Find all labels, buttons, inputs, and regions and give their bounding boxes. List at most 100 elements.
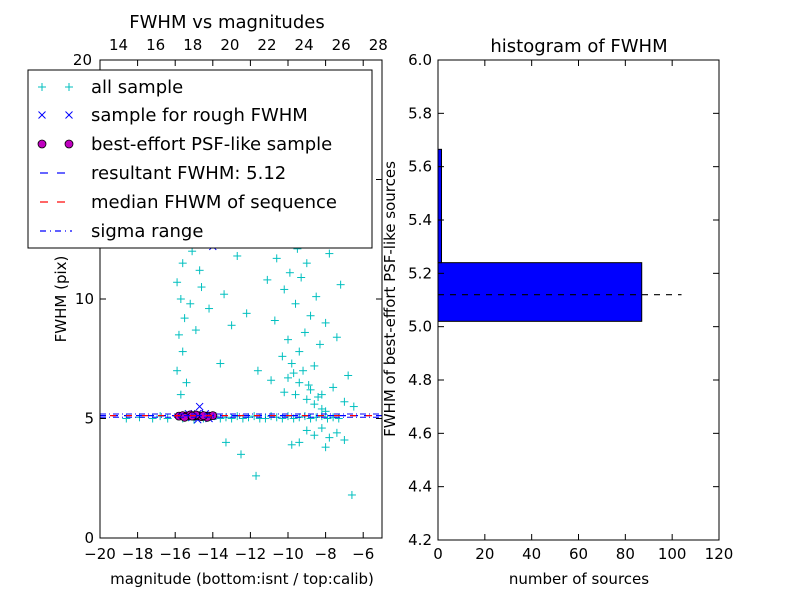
legend-label: median FHWM of sequence xyxy=(91,192,337,213)
legend-label: sample for rough FWHM xyxy=(91,105,308,126)
x-tick-label: 20 xyxy=(475,545,494,563)
scatter-point-plus xyxy=(284,335,292,344)
x-tick-label: −14 xyxy=(197,545,229,563)
scatter-point-plus xyxy=(323,414,332,423)
legend-entry: resultant FWHM: 5.12 xyxy=(40,163,286,184)
y-tick-label: 5.0 xyxy=(408,318,432,336)
scatter-point-plus xyxy=(188,247,197,256)
top-x-tick-label: 28 xyxy=(369,36,388,54)
scatter-point-plus xyxy=(242,309,251,318)
scatter-point-plus xyxy=(261,414,270,423)
legend-marker xyxy=(38,111,46,119)
legend-items: all sample sample for rough FWHM best-effo… xyxy=(37,77,337,242)
scatter-point-plus xyxy=(310,431,319,440)
scatter-point-plus xyxy=(186,299,195,308)
scatter-point-plus xyxy=(173,366,182,375)
scatter-point-plus xyxy=(176,390,185,399)
y-tick-label: 4.8 xyxy=(408,371,432,389)
histogram-bar xyxy=(437,262,643,322)
scatter-point-plus xyxy=(315,340,324,349)
scatter-point-plus xyxy=(291,299,300,308)
scatter-point-plus xyxy=(287,440,296,449)
scatter-point-plus xyxy=(325,433,334,442)
scatter-point-plus xyxy=(295,438,304,447)
y-tick-label: 10 xyxy=(75,290,94,308)
scatter-point-plus xyxy=(163,414,172,423)
y-tick-label: 5 xyxy=(84,410,94,428)
scatter-point-plus xyxy=(205,304,214,313)
scatter-point-plus xyxy=(227,414,236,423)
y-tick-label: 4.2 xyxy=(408,531,432,549)
scatter-point-plus xyxy=(176,295,185,303)
scatter-point-plus xyxy=(173,278,182,287)
scatter-point-plus xyxy=(221,438,230,447)
legend-label: best-effort PSF-like sample xyxy=(91,134,332,155)
scatter-point-plus xyxy=(306,385,315,394)
scatter-point-plus xyxy=(299,366,308,375)
scatter-x-axis-label: magnitude (bottom:isnt / top:calib) xyxy=(110,570,374,588)
y-tick-label: 0 xyxy=(84,529,94,547)
scatter-point-plus xyxy=(349,402,358,411)
x-tick-label: −8 xyxy=(315,545,337,563)
scatter-point-plus xyxy=(195,266,204,275)
scatter-point-plus xyxy=(332,428,341,437)
scatter-panel: −20 −18 −16 −14 −12 −10 −8 −6 14 16 18 20 22 24 26 28 0 5… xyxy=(27,12,388,588)
scatter-reference-lines xyxy=(100,413,382,418)
scatter-point-plus xyxy=(191,326,200,335)
x-tick-label: −10 xyxy=(272,545,304,563)
scatter-point-plus xyxy=(306,414,315,423)
x-tick-label: −6 xyxy=(352,545,374,563)
histogram-y-axis-label: FWHM of best-effort PSF-like sources xyxy=(381,161,399,437)
scatter-point-plus xyxy=(289,369,298,378)
scatter-point-plus xyxy=(174,330,183,339)
y-tick-label: 5.8 xyxy=(408,104,432,122)
legend-entry: median FHWM of sequence xyxy=(40,192,337,213)
top-x-tick-label: 22 xyxy=(257,36,276,54)
legend-box xyxy=(27,69,373,249)
legend-marker xyxy=(65,83,73,91)
scatter-point-plus xyxy=(302,395,311,404)
y-tick-label: 5.6 xyxy=(408,158,432,176)
scatter-point-x xyxy=(195,402,204,411)
top-x-tick-label: 14 xyxy=(109,36,128,54)
scatter-point-plus xyxy=(304,381,313,390)
y-tick-label: 4.4 xyxy=(408,478,432,496)
scatter-point-plus xyxy=(329,383,338,392)
scatter-point-plus xyxy=(278,352,287,361)
top-x-tick-label: 18 xyxy=(183,36,202,54)
scatter-point-plus xyxy=(280,285,289,294)
scatter-point-plus xyxy=(347,490,356,499)
scatter-point-plus xyxy=(314,392,323,401)
scatter-title: FWHM vs magnitudes xyxy=(129,12,324,33)
scatter-point-plus xyxy=(340,397,349,406)
scatter-point-plus xyxy=(237,450,245,459)
scatter-point-plus xyxy=(178,259,187,268)
top-x-tick-label: 26 xyxy=(332,36,351,54)
legend-label: resultant FWHM: 5.12 xyxy=(91,163,286,184)
scatter-point-plus xyxy=(310,361,319,370)
scatter-point-plus xyxy=(297,273,306,282)
y-tick-label: 20 xyxy=(73,51,92,69)
scatter-point-plus xyxy=(272,254,281,263)
scatter-point-plus xyxy=(291,390,300,399)
y-tick-label: 5.4 xyxy=(408,211,432,229)
x-tick-label: −18 xyxy=(122,545,154,563)
legend-marker xyxy=(37,139,47,149)
scatter-point-plus xyxy=(340,436,349,445)
scatter-point-plus xyxy=(325,249,334,258)
y-tick-label: 5.2 xyxy=(408,264,432,282)
histogram-ticks: 0 20 40 60 80 100 120 4.2 4.4 4.6 4.8 5.0 5.2 5.4 5.6 5… xyxy=(408,51,733,563)
scatter-point-plus xyxy=(321,443,330,452)
scatter-point-plus xyxy=(300,328,309,337)
scatter-point-plus xyxy=(233,251,242,260)
scatter-point-plus xyxy=(182,378,191,387)
scatter-point-plus xyxy=(284,373,292,382)
scatter-point-plus xyxy=(263,275,272,284)
x-tick-label: 100 xyxy=(658,545,687,563)
legend-entry: sigma range xyxy=(40,221,203,242)
scatter-point-plus xyxy=(295,347,304,356)
histogram-x-axis-label: number of sources xyxy=(509,570,649,588)
scatter-point-plus xyxy=(253,366,262,375)
legend-label: sigma range xyxy=(91,221,203,242)
